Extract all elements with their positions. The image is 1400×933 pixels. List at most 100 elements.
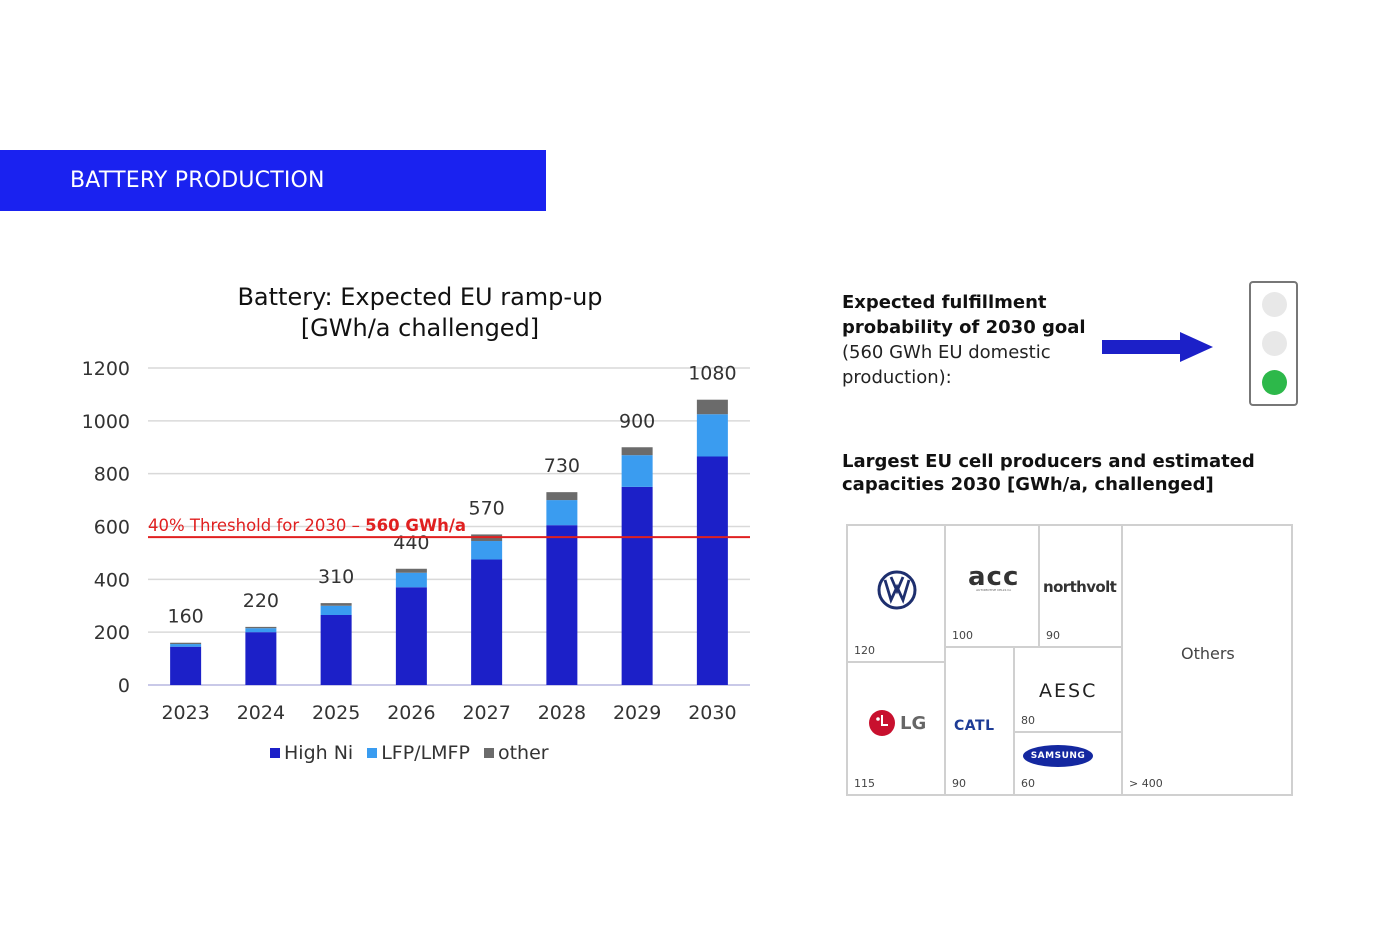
- y-tick-1200: 1200: [82, 358, 130, 380]
- bar-2025-high-ni: [320, 614, 352, 685]
- cell-catl-capacity: 90: [952, 777, 966, 790]
- cell-others-capacity: > 400: [1129, 777, 1163, 790]
- x-tick-2028: 2028: [538, 702, 586, 724]
- threshold-label-prefix: 40% Threshold for 2030 –: [148, 516, 365, 535]
- cell-acc: acc AUTOMOTIVE CELLS Co 100: [944, 524, 1040, 648]
- bar-2028-lfp-lmfp: [546, 500, 578, 526]
- goal-line2: probability of 2030 goal: [842, 317, 1086, 338]
- acc-logo-subtext: AUTOMOTIVE CELLS Co: [976, 588, 1012, 592]
- bar-2024-high-ni: [245, 632, 277, 685]
- producers-title: Largest EU cell producers and estimated …: [842, 450, 1255, 496]
- legend-label-high-ni: High Ni: [284, 742, 354, 764]
- y-tick-200: 200: [94, 622, 130, 644]
- bar-2030-high-ni: [696, 456, 728, 685]
- goal-description: Expected fulfillment probability of 2030…: [842, 290, 1086, 390]
- traffic-light-middle: [1262, 331, 1287, 356]
- bar-2027-lfp-lmfp: [471, 541, 503, 560]
- y-tick-400: 400: [94, 569, 130, 591]
- legend-swatch-lfp: [367, 748, 378, 758]
- total-label-2025: 310: [318, 566, 354, 588]
- cell-aesc-capacity: 80: [1021, 714, 1035, 727]
- legend-item-other: other: [483, 742, 549, 764]
- acc-logo-text: acc: [968, 562, 1020, 592]
- bar-2025-other: [320, 603, 352, 606]
- bar-2024-other: [245, 626, 277, 629]
- cell-aesc: AESC 80: [1013, 646, 1123, 733]
- total-label-2023: 160: [167, 606, 203, 628]
- acc-logo: acc AUTOMOTIVE CELLS Co: [968, 562, 1020, 592]
- goal-line1: Expected fulfillment: [842, 292, 1047, 313]
- vw-logo-icon: [877, 570, 917, 610]
- section-title: BATTERY PRODUCTION: [70, 168, 325, 193]
- traffic-light-top: [1262, 292, 1287, 317]
- y-tick-1000: 1000: [82, 411, 130, 433]
- catl-logo: CATL: [954, 718, 995, 734]
- producers-title-line2: capacities 2030 [GWh/a, challenged]: [842, 474, 1214, 495]
- producers-treemap: 120 acc AUTOMOTIVE CELLS Co 100 northvol…: [846, 524, 1293, 796]
- total-label-2028: 730: [544, 455, 580, 477]
- bar-2029-high-ni: [621, 486, 653, 685]
- arrow-right-icon: [1102, 332, 1213, 362]
- bar-2026-other: [395, 568, 427, 573]
- chart-title-line2: [GWh/a challenged]: [300, 314, 540, 342]
- section-banner: [0, 150, 546, 211]
- x-tick-2027: 2027: [462, 702, 510, 724]
- chart-y-ticks: 0 200 400 600 800 1000 1200: [82, 358, 130, 697]
- bar-2029-other: [621, 447, 653, 456]
- cell-northvolt-capacity: 90: [1046, 629, 1060, 642]
- cell-samsung: SAMSUNG 60: [1013, 731, 1123, 796]
- bar-2030-lfp-lmfp: [696, 414, 728, 457]
- x-tick-2026: 2026: [387, 702, 435, 724]
- chart-bars: [170, 399, 728, 685]
- bar-2023-lfp-lmfp: [170, 644, 202, 647]
- aesc-logo: AESC: [1039, 680, 1098, 702]
- bar-2026-high-ni: [395, 587, 427, 685]
- legend-label-other: other: [497, 742, 549, 764]
- chart-x-ticks: 2023 2024 2025 2026 2027 2028 2029 2030: [161, 702, 736, 724]
- x-tick-2025: 2025: [312, 702, 360, 724]
- lg-logo: LG: [868, 709, 926, 737]
- bar-2029-lfp-lmfp: [621, 455, 653, 487]
- bar-2028-high-ni: [546, 525, 578, 685]
- threshold-label-value: 560 GWh/a: [365, 516, 466, 535]
- traffic-light: [1249, 281, 1298, 406]
- traffic-light-bottom: [1262, 370, 1287, 395]
- cell-vw-capacity: 120: [854, 644, 875, 657]
- x-tick-2029: 2029: [613, 702, 661, 724]
- cell-lg-capacity: 115: [854, 777, 875, 790]
- lg-logo-text: LG: [900, 712, 927, 734]
- cell-lg: LG 115: [846, 661, 946, 796]
- y-tick-800: 800: [94, 464, 130, 486]
- legend-item-lfp: LFP/LMFP: [367, 742, 470, 764]
- cell-samsung-capacity: 60: [1021, 777, 1035, 790]
- cell-acc-capacity: 100: [952, 629, 973, 642]
- x-tick-2023: 2023: [161, 702, 209, 724]
- others-label: Others: [1181, 644, 1235, 663]
- x-tick-2030: 2030: [688, 702, 736, 724]
- cell-northvolt: northvolt 90: [1038, 524, 1123, 648]
- chart-legend: High Ni LFP/LMFP other: [270, 742, 549, 764]
- producers-title-line1: Largest EU cell producers and estimated: [842, 451, 1255, 472]
- y-tick-600: 600: [94, 517, 130, 539]
- cell-catl: CATL 90: [944, 646, 1015, 796]
- bar-2024-lfp-lmfp: [245, 628, 277, 633]
- legend-swatch-other: [483, 748, 494, 758]
- legend-swatch-high-ni: [270, 748, 280, 758]
- chart-title: Battery: Expected EU ramp-up [GWh/a chal…: [150, 282, 690, 344]
- legend-item-high-ni: High Ni: [270, 742, 353, 764]
- bar-2023-high-ni: [170, 646, 202, 685]
- chart-title-line1: Battery: Expected EU ramp-up: [237, 283, 603, 311]
- northvolt-logo: northvolt: [1043, 578, 1117, 596]
- total-label-2027: 570: [468, 497, 504, 519]
- cell-others: Others > 400: [1121, 524, 1293, 796]
- samsung-logo: SAMSUNG: [1023, 745, 1093, 767]
- bar-2023-other: [170, 642, 202, 645]
- lg-face-icon: [869, 710, 895, 736]
- total-label-2024: 220: [243, 590, 279, 612]
- goal-line3: (560 GWh EU domestic: [842, 342, 1051, 363]
- total-label-2029: 900: [619, 410, 655, 432]
- total-label-2030: 1080: [688, 363, 736, 385]
- goal-line4: production):: [842, 367, 952, 388]
- y-tick-0: 0: [118, 675, 130, 697]
